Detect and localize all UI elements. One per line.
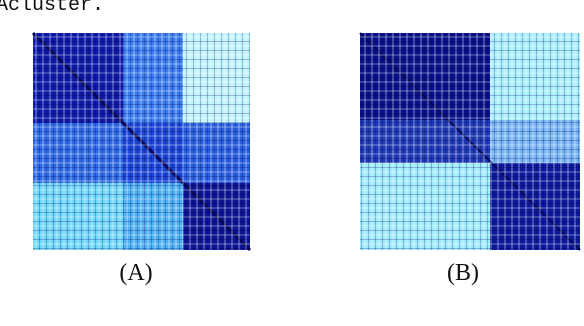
header-text: Acluster. [0, 0, 105, 17]
panel-label: (B) [447, 260, 479, 286]
heatmap-b [359, 32, 581, 251]
heatmap-a [31, 31, 252, 252]
panel-label: (A) [119, 260, 153, 286]
